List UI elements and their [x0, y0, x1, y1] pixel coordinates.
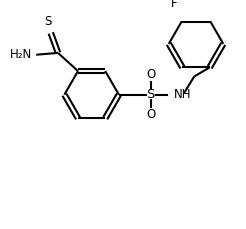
- Text: O: O: [146, 68, 155, 81]
- Text: H₂N: H₂N: [10, 48, 33, 61]
- Text: F: F: [171, 0, 178, 10]
- Text: S: S: [146, 88, 155, 101]
- Text: NH: NH: [174, 88, 192, 101]
- Text: O: O: [146, 108, 155, 121]
- Text: S: S: [44, 15, 52, 28]
